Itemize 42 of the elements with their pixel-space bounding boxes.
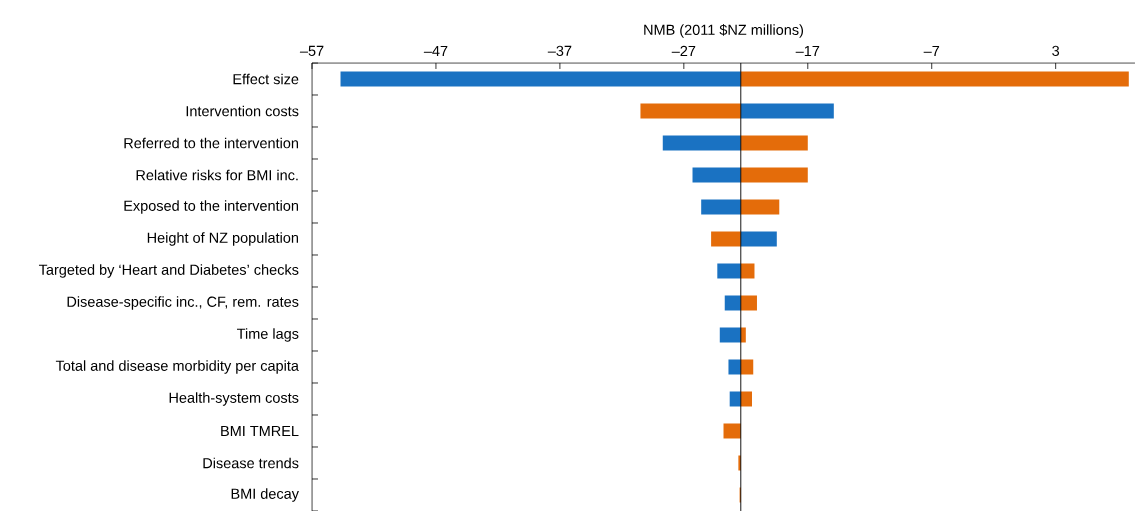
y-tick-label: Time lags [236,328,299,342]
y-tick-label: Total and disease morbidity per capita [55,360,299,374]
bar [740,199,780,215]
bar [340,71,741,87]
y-tick-label: BMI TMREL [221,426,299,436]
bar [740,103,834,119]
y-tick-label: Height of NZ population [147,232,298,246]
bar [723,423,741,439]
bar [719,327,741,343]
y-tick-label: Effect size [233,73,299,85]
bar [728,359,741,375]
bar [740,295,757,311]
bar [729,391,741,407]
bar [692,167,741,183]
bar [640,103,741,119]
y-tick-label: Intervention costs [186,105,299,117]
y-tick-label: Disease trends [203,457,299,469]
bar [724,295,741,311]
bar [740,231,777,247]
x-tick-label: –27 [671,45,696,56]
x-tick-label: –7 [923,45,940,56]
y-tick-label: BMI decay [231,488,299,502]
y-tick-label: Exposed to the intervention [124,200,298,214]
x-axis-title: NMB (2011 $NZ millions) [644,24,804,38]
bar [711,231,741,247]
x-tick-label: 3 [1052,45,1060,56]
x-tick-label: –57 [299,45,324,56]
bar [740,167,808,183]
bar [662,135,741,151]
x-tick-label: –37 [547,45,572,56]
y-tick-label: Health-system costs [169,392,299,406]
y-tick-label: Targeted by ‘Heart and Diabetes’ checks [38,264,299,278]
x-tick-label: –17 [795,45,820,56]
bar [740,135,808,151]
bar [740,71,1129,87]
y-tick-label: Disease-specific inc., CF, rem. rates [67,296,299,310]
bar [701,199,741,215]
bar [717,263,741,279]
bar [740,391,753,407]
y-tick-label: Relative risks for BMI inc. [136,169,298,181]
y-tick-label: Referred to the intervention [124,137,298,149]
x-tick-label: –47 [423,45,448,56]
